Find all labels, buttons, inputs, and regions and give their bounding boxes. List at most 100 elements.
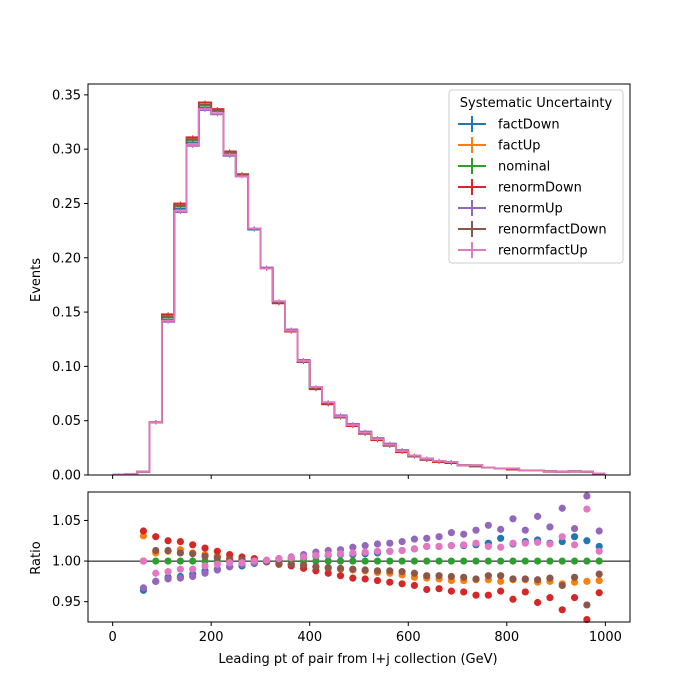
ratio-point bbox=[595, 570, 603, 578]
bottom-x-tick-label: 1000 bbox=[589, 630, 622, 645]
ratio-point bbox=[497, 557, 505, 565]
top-y-tick-label: 0.25 bbox=[52, 197, 81, 212]
legend-label: renormfactDown bbox=[498, 223, 607, 238]
ratio-point bbox=[398, 546, 406, 555]
ratio-point bbox=[521, 557, 529, 565]
bottom-panel: 0.95 1.00 1.05 0 200 400 600 800 1000 Ratio Lea… bbox=[29, 491, 631, 667]
ratio-point bbox=[164, 575, 172, 583]
ratio-point bbox=[423, 585, 431, 594]
ratio-point bbox=[447, 529, 455, 537]
ratio-point bbox=[546, 574, 554, 582]
ratio-point bbox=[373, 576, 382, 585]
ratio-point bbox=[201, 562, 209, 570]
legend-item-factUp: factUp bbox=[458, 137, 541, 154]
ratio-point bbox=[349, 565, 357, 573]
legend-item-renormUp: renormUp bbox=[458, 200, 563, 217]
ratio-point bbox=[558, 533, 566, 541]
ratio-point bbox=[447, 587, 455, 595]
ratio-point bbox=[275, 555, 283, 563]
ratio-point bbox=[349, 574, 357, 582]
ratio-point bbox=[521, 588, 529, 596]
ratio-point bbox=[164, 546, 172, 555]
ratio-point bbox=[398, 537, 406, 546]
bottom-x-tick-label: 600 bbox=[396, 630, 421, 645]
ratio-point bbox=[410, 545, 419, 553]
ratio-point bbox=[410, 557, 419, 565]
ratio-point bbox=[361, 566, 369, 574]
top-y-tick-label: 0.30 bbox=[52, 143, 81, 158]
ratio-point bbox=[435, 585, 443, 593]
ratio-point bbox=[583, 492, 591, 500]
bottom-x-tick-label: 800 bbox=[494, 630, 519, 645]
top-y-tick-label: 0.15 bbox=[52, 306, 81, 321]
bottom-x-tick-label: 400 bbox=[297, 630, 322, 645]
top-x-ticks bbox=[112, 475, 606, 479]
ratio-point bbox=[497, 587, 505, 595]
ratio-point bbox=[361, 575, 369, 583]
ratio-point bbox=[189, 572, 197, 581]
ratio-point bbox=[386, 557, 394, 565]
ratio-point bbox=[250, 557, 258, 565]
ratio-point bbox=[423, 572, 431, 580]
ratio-point bbox=[423, 534, 431, 542]
ratio-point bbox=[410, 569, 419, 577]
ratio-point bbox=[521, 539, 529, 547]
legend-label: renormDown bbox=[498, 181, 582, 196]
ratio-point bbox=[534, 538, 542, 546]
ratio-point bbox=[447, 572, 455, 581]
ratio-point bbox=[497, 525, 505, 533]
ratio-point bbox=[484, 542, 492, 551]
ratio-point bbox=[361, 557, 369, 565]
legend-box bbox=[448, 89, 624, 264]
ratio-point bbox=[324, 569, 332, 577]
ratio-point bbox=[299, 561, 308, 569]
ratio-point bbox=[472, 591, 480, 599]
ratio-point bbox=[497, 534, 505, 542]
ratio-point bbox=[497, 543, 505, 551]
ratio-point bbox=[299, 553, 308, 561]
ratio-point bbox=[336, 557, 345, 565]
ratio-point bbox=[509, 539, 517, 547]
ratio-point bbox=[238, 559, 246, 567]
ratio-point bbox=[336, 550, 345, 558]
legend-title: Systematic Uncertainty bbox=[460, 96, 613, 111]
ratio-point bbox=[570, 594, 579, 602]
ratio-point bbox=[435, 542, 443, 551]
ratio-point bbox=[176, 549, 184, 557]
bottom-y-tick-label: 1.05 bbox=[52, 514, 81, 529]
bottom-axes-frame bbox=[87, 491, 631, 623]
ratio-point bbox=[521, 575, 529, 583]
ratio-point bbox=[152, 546, 160, 555]
ratio-point bbox=[324, 557, 332, 565]
ratio-point bbox=[435, 557, 443, 565]
ratio-point bbox=[176, 557, 184, 565]
ratio-point bbox=[546, 540, 554, 548]
bottom-y-tick-label: 0.95 bbox=[52, 595, 81, 610]
ratio-point bbox=[398, 580, 406, 588]
ratio-point bbox=[460, 588, 468, 596]
ratio-point bbox=[570, 573, 579, 581]
ratio-point bbox=[435, 533, 443, 541]
ratio-point bbox=[484, 557, 492, 565]
top-panel: 0.000.050.100.150.200.250.300.35 Events … bbox=[29, 83, 631, 484]
ratio-points bbox=[139, 492, 603, 624]
ratio-point bbox=[558, 606, 566, 614]
ratio-point bbox=[484, 591, 492, 599]
ratio-point bbox=[583, 557, 591, 565]
ratio-point bbox=[373, 547, 382, 555]
ratio-point bbox=[139, 527, 148, 535]
ratio-point bbox=[570, 541, 579, 549]
ratio-point bbox=[213, 554, 221, 562]
top-y-axis-label: Events bbox=[29, 258, 44, 302]
top-axes-frame bbox=[87, 83, 631, 476]
ratio-point bbox=[484, 572, 492, 580]
ratio-point bbox=[472, 575, 480, 583]
ratio-point bbox=[213, 560, 221, 568]
top-y-tick-label: 0.00 bbox=[52, 469, 81, 484]
ratio-point bbox=[201, 544, 209, 552]
ratio-point bbox=[164, 568, 172, 576]
ratio-point bbox=[213, 547, 221, 555]
ratio-point bbox=[460, 541, 468, 549]
top-y-tick-label: 0.10 bbox=[52, 360, 81, 375]
